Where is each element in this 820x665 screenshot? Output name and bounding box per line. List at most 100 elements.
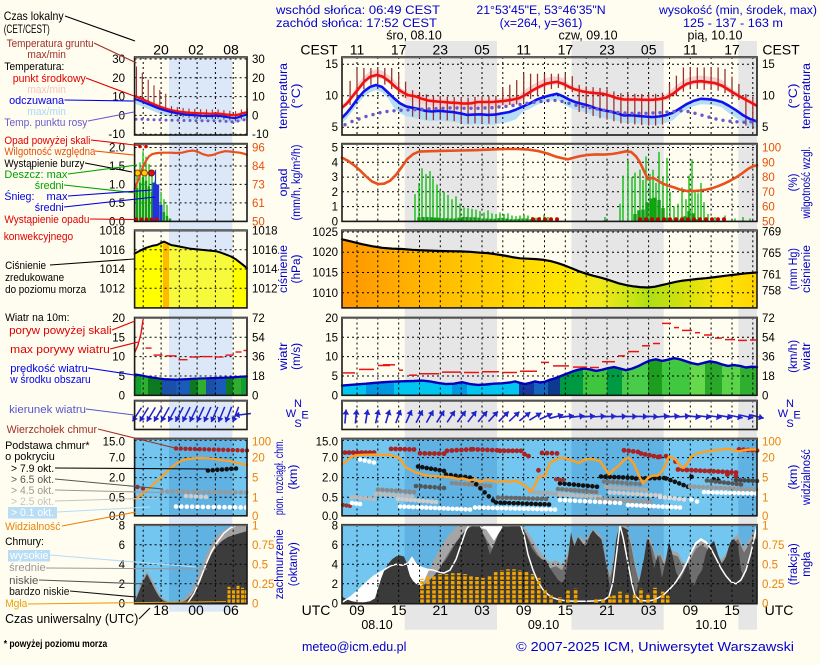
svg-text:S: S <box>786 418 793 430</box>
svg-text:> 0.1 okt.: > 0.1 okt. <box>11 507 54 519</box>
svg-text:18: 18 <box>153 602 169 618</box>
svg-text:0: 0 <box>119 110 125 122</box>
svg-text:CEST: CEST <box>762 42 800 58</box>
svg-text:1025: 1025 <box>312 227 338 239</box>
svg-text:765: 765 <box>762 248 781 260</box>
svg-text:100: 100 <box>762 143 781 155</box>
svg-text:1016: 1016 <box>99 245 125 257</box>
svg-text:1: 1 <box>762 492 768 504</box>
svg-text:0: 0 <box>252 390 258 402</box>
svg-text:0: 0 <box>332 390 338 402</box>
svg-text:0: 0 <box>252 110 258 122</box>
svg-text:konwekcyjnego: konwekcyjnego <box>4 231 74 243</box>
svg-text:Czas uniwersalny (UTC): Czas uniwersalny (UTC) <box>5 611 138 626</box>
svg-text:60: 60 <box>762 202 775 214</box>
svg-text:15: 15 <box>325 332 338 344</box>
svg-text:UTC: UTC <box>302 602 331 618</box>
svg-text:2.0: 2.0 <box>322 473 338 485</box>
svg-text:Wierzchołek chmur: Wierzchołek chmur <box>7 424 98 436</box>
svg-text:zredukowane: zredukowane <box>5 272 64 284</box>
svg-text:(oktanty): (oktanty) <box>286 542 300 586</box>
svg-text:36: 36 <box>762 352 775 364</box>
svg-text:09: 09 <box>349 602 365 618</box>
svg-text:20: 20 <box>112 313 125 325</box>
svg-text:(hPa): (hPa) <box>289 255 303 284</box>
svg-text:wschód słońca: 06:49 CEST: wschód słońca: 06:49 CEST <box>275 3 441 17</box>
svg-text:bardzo niskie: bardzo niskie <box>9 586 69 598</box>
svg-text:Temperatura:: Temperatura: <box>4 61 64 73</box>
svg-text:0: 0 <box>762 390 768 402</box>
svg-text:03: 03 <box>641 602 657 618</box>
svg-text:-10: -10 <box>108 129 125 141</box>
svg-text:6: 6 <box>119 540 125 552</box>
svg-text:5: 5 <box>762 473 768 485</box>
svg-text:(%): (%) <box>786 174 800 192</box>
svg-text:10: 10 <box>325 91 338 103</box>
svg-text:© 2007-2025 ICM, Uniwersytet W: © 2007-2025 ICM, Uniwersytet Warszawski <box>516 640 794 654</box>
svg-text:wiatr: wiatr <box>799 342 813 371</box>
svg-text:do poziomu morza: do poziomu morza <box>5 284 87 296</box>
svg-text:średnie: średnie <box>9 562 46 574</box>
svg-text:10: 10 <box>252 92 265 104</box>
svg-text:0: 0 <box>119 598 125 610</box>
svg-text:2: 2 <box>332 187 338 199</box>
svg-text:ciśnienie: ciśnienie <box>799 245 813 293</box>
svg-text:15: 15 <box>762 59 775 71</box>
svg-text:1020: 1020 <box>312 247 338 259</box>
svg-text:20: 20 <box>112 73 125 85</box>
svg-text:zachmurzenie: zachmurzenie <box>272 529 286 599</box>
svg-text:100: 100 <box>762 437 781 449</box>
svg-text:* powyżej poziomu morza: * powyżej poziomu morza <box>4 639 108 650</box>
svg-text:pią, 10.10: pią, 10.10 <box>688 29 743 43</box>
svg-text:0: 0 <box>332 598 338 610</box>
svg-text:Wystąpienie opadu: Wystąpienie opadu <box>4 214 89 226</box>
svg-text:(km): (km) <box>786 465 800 490</box>
svg-text:0.5: 0.5 <box>252 559 268 571</box>
svg-text:17: 17 <box>558 42 574 58</box>
svg-text:wilgotność wzgl.: wilgotność wzgl. <box>799 147 813 220</box>
svg-text:84: 84 <box>252 161 265 173</box>
svg-text:15: 15 <box>724 602 740 618</box>
svg-text:6: 6 <box>332 540 338 552</box>
svg-text:36: 36 <box>252 352 265 364</box>
svg-text:09: 09 <box>516 602 532 618</box>
svg-text:Wilgotność względna: Wilgotność względna <box>4 146 96 158</box>
svg-text:Śnieg:: Śnieg: <box>4 190 34 203</box>
svg-text:10: 10 <box>325 352 338 364</box>
svg-text:96: 96 <box>252 143 265 155</box>
svg-text:15: 15 <box>325 59 338 71</box>
svg-text:CEST: CEST <box>300 42 338 58</box>
svg-text:80: 80 <box>762 172 775 184</box>
svg-text:72: 72 <box>252 313 265 325</box>
svg-text:(m/s): (m/s) <box>289 343 303 370</box>
svg-text:23: 23 <box>599 42 615 58</box>
svg-text:2: 2 <box>332 579 338 591</box>
svg-text:0.5: 0.5 <box>109 198 125 210</box>
svg-text:1018: 1018 <box>99 226 125 238</box>
svg-text:max porywy wiatru: max porywy wiatru <box>10 344 110 356</box>
svg-text:max/min: max/min <box>27 49 66 61</box>
svg-text:Wiatr na 10m:: Wiatr na 10m: <box>5 312 69 324</box>
svg-text:61: 61 <box>252 198 265 210</box>
svg-text:(°C): (°C) <box>289 84 303 109</box>
svg-text:5: 5 <box>332 143 338 155</box>
svg-text:02: 02 <box>188 42 204 58</box>
svg-text:(mm Hg): (mm Hg) <box>786 248 800 290</box>
svg-text:0: 0 <box>252 598 258 610</box>
svg-text:2.0: 2.0 <box>109 473 125 485</box>
svg-text:73: 73 <box>252 180 265 192</box>
svg-text:widzialność: widzialność <box>799 449 813 506</box>
svg-text:758: 758 <box>762 285 781 297</box>
svg-text:1.0: 1.0 <box>109 179 125 191</box>
svg-text:1012: 1012 <box>252 283 278 295</box>
svg-text:Widzialność: Widzialność <box>5 521 61 533</box>
svg-text:05: 05 <box>474 42 490 58</box>
svg-text:2: 2 <box>119 579 125 591</box>
svg-text:1: 1 <box>762 520 768 532</box>
svg-text:10: 10 <box>112 92 125 104</box>
svg-text:0: 0 <box>762 598 768 610</box>
svg-text:8: 8 <box>332 520 338 532</box>
svg-text:20: 20 <box>762 453 775 465</box>
svg-text:(°C): (°C) <box>786 84 800 109</box>
svg-text:poryw powyżej skali: poryw powyżej skali <box>9 325 111 337</box>
